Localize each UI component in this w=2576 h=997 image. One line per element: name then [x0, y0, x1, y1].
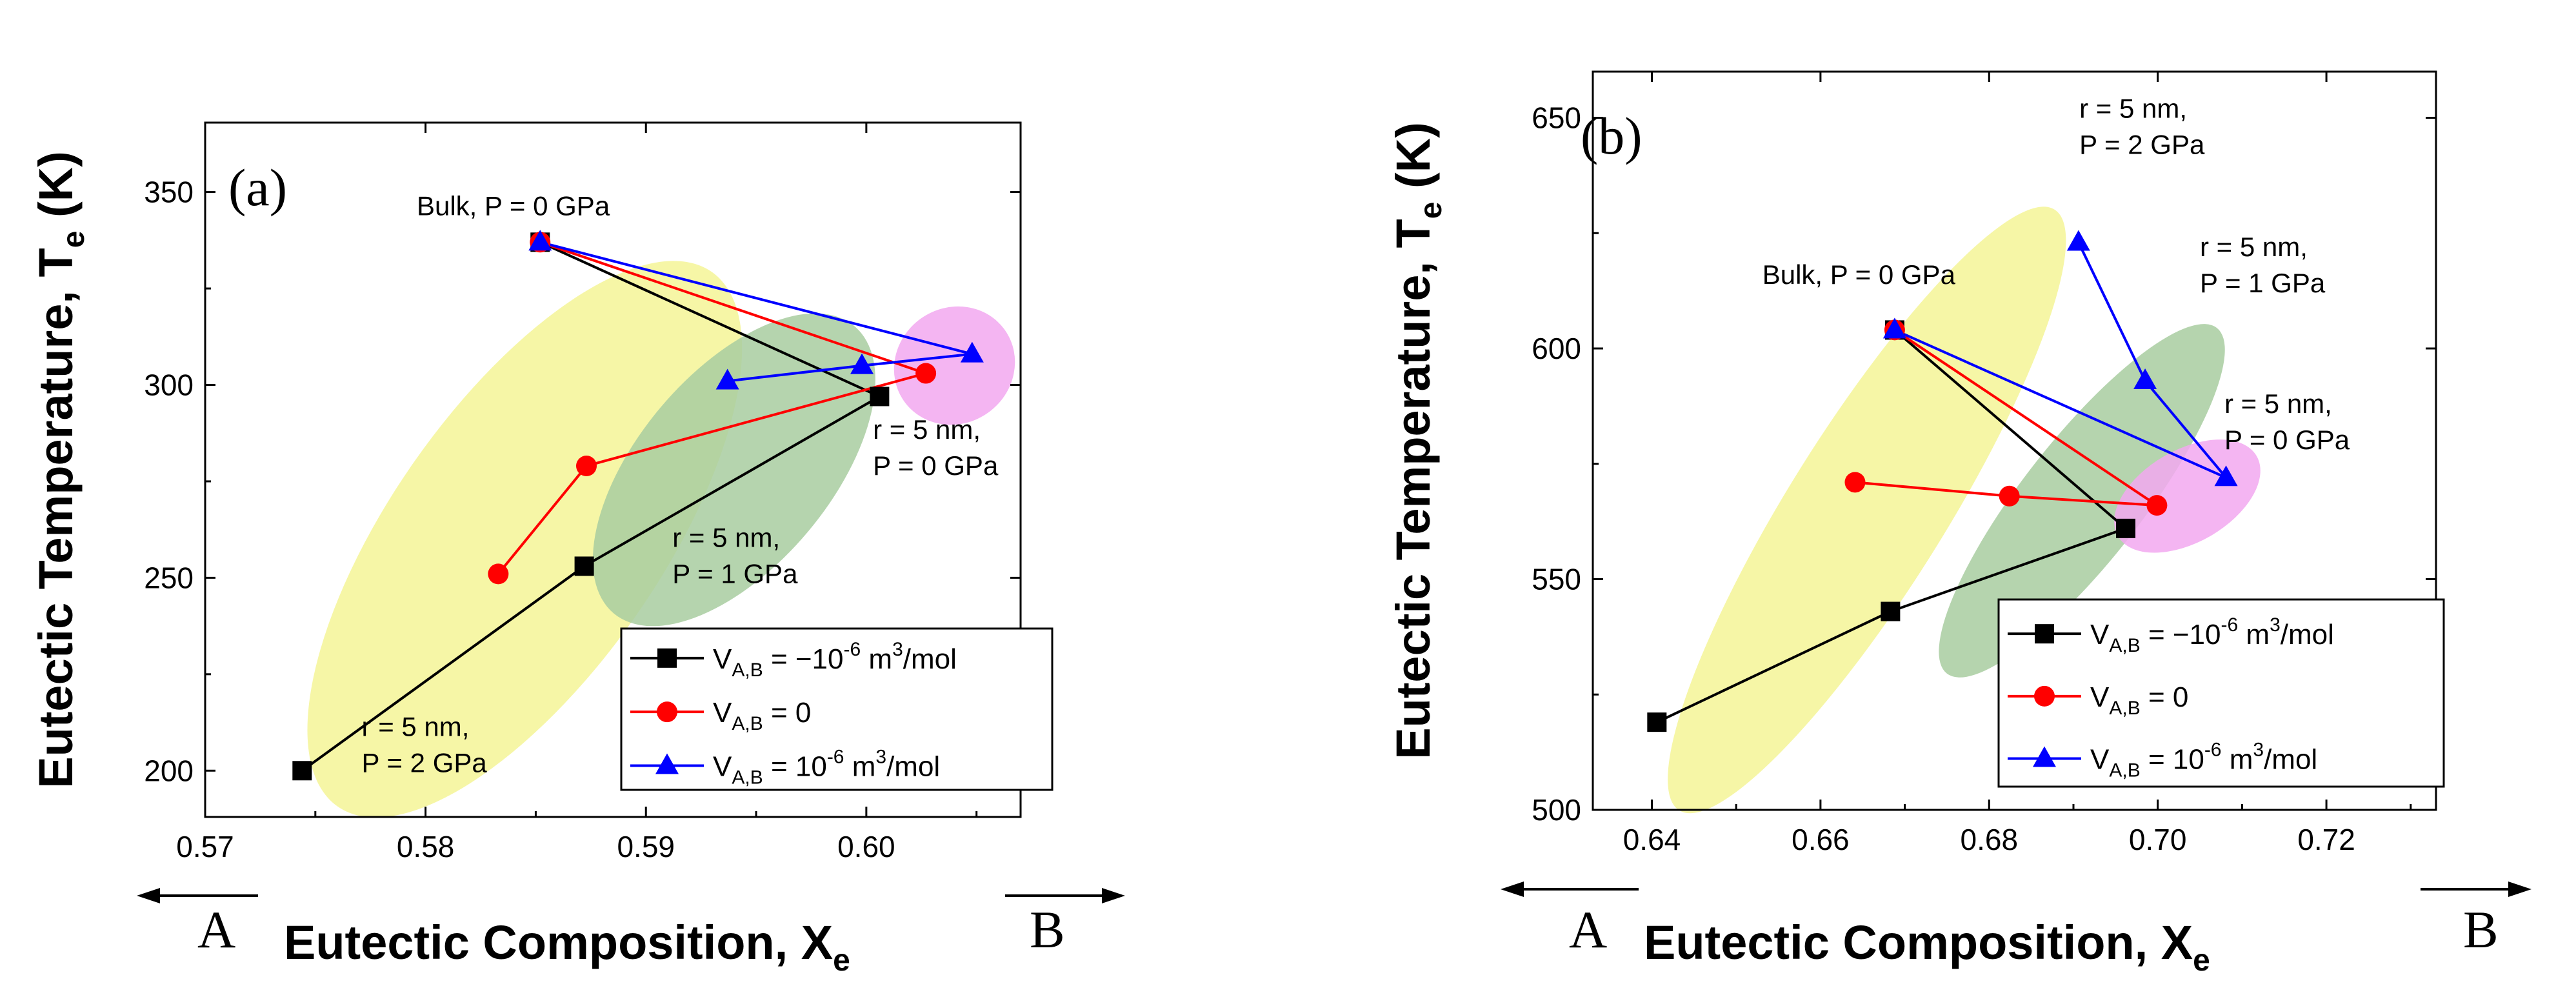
legend-box — [620, 627, 1053, 791]
legend: VA,B = −10-6 m3/mol VA,B = 0 VA,B = 10-6 m… — [620, 627, 1053, 791]
composition-b-label: B — [2463, 900, 2499, 959]
x-tick-label: 0.72 — [2297, 823, 2355, 856]
legend-marker-triangle — [2033, 746, 2056, 767]
annotation: r = 5 nm, P = 2 GPa — [362, 711, 488, 778]
shaded-region — [307, 261, 743, 818]
shaded-region — [894, 306, 1015, 425]
data-point-triangle — [2066, 230, 2090, 251]
series-line — [1855, 328, 2162, 507]
data-point-circle — [915, 363, 937, 384]
y-axis-label: Eutectic Temperature, Te (K) — [1386, 122, 1448, 760]
legend: VA,B = −10-6 m3/mol VA,B = 0 VA,B = 10-6 m… — [1997, 598, 2445, 788]
data-point-square — [574, 556, 594, 576]
data-point-square — [292, 761, 312, 781]
data-point-square — [870, 387, 890, 407]
legend-marker-square — [2035, 624, 2054, 644]
chart-panel-a: 0.57 0.58 0.59 0.60 200 250 300 350 Bulk, P = 0 … — [29, 121, 1125, 978]
y-tick-label: 300 — [144, 368, 194, 401]
data-point-square — [1647, 712, 1667, 732]
composition-b-label: B — [1030, 900, 1065, 959]
panel-label: (a) — [228, 158, 287, 217]
annotation: Bulk, P = 0 GPa — [1762, 259, 1956, 290]
shaded-region — [2114, 439, 2261, 553]
series-line — [1894, 241, 2228, 479]
annotation: r = 5 nm, P = 0 GPa — [2224, 388, 2350, 455]
data-point-triangle — [850, 353, 874, 374]
legend-entry-label: VA,B = −10-6 m3/mol — [713, 639, 957, 681]
plot-frame — [204, 121, 1022, 818]
y-tick-label: 550 — [1532, 563, 1581, 596]
x-tick-label: 0.57 — [176, 830, 234, 863]
legend-entry-label: VA,B = −10-6 m3/mol — [2090, 614, 2334, 656]
composition-a-label: A — [1569, 900, 1607, 959]
x-axis-label: Eutectic Composition, Xe — [284, 916, 850, 978]
data-point-triangle — [528, 230, 552, 251]
legend-entry-label: VA,B = 0 — [2090, 681, 2188, 719]
legend-box — [1997, 598, 2445, 788]
y-tick-label: 500 — [1532, 793, 1581, 827]
plot-frame — [1592, 70, 2437, 811]
data-point-circle — [488, 563, 509, 585]
data-point-triangle — [960, 341, 984, 363]
legend-entry-label: VA,B = 0 — [713, 697, 811, 734]
data-point-triangle — [2214, 465, 2238, 487]
annotation: r = 5 nm, P = 0 GPa — [873, 414, 999, 481]
legend-marker-circle — [657, 701, 677, 723]
series-line — [539, 241, 973, 383]
y-axis-label: Eutectic Temperature, Te (K) — [29, 151, 91, 789]
shaded-region — [1668, 206, 2066, 814]
series-line — [497, 241, 930, 575]
data-point-circle — [576, 456, 597, 477]
x-tick-label: 0.68 — [1961, 823, 2019, 856]
chart-panel-b: 0.64 0.66 0.68 0.70 0.72 500 550 600 650 Bulk, P … — [1386, 70, 2531, 978]
data-point-circle — [1999, 485, 2020, 507]
data-point-circle — [2146, 495, 2168, 516]
x-tick-label: 0.60 — [837, 830, 895, 863]
annotation: r = 5 nm, P = 1 GPa — [2200, 232, 2326, 298]
legend-marker-circle — [2034, 685, 2055, 707]
shaded-region — [592, 313, 875, 627]
data-point-triangle — [715, 368, 739, 390]
data-point-square — [2116, 518, 2136, 538]
data-point-triangle — [1882, 317, 1906, 339]
series-line — [301, 241, 883, 772]
x-tick-label: 0.58 — [397, 830, 455, 863]
annotation: Bulk, P = 0 GPa — [417, 190, 610, 221]
data-point-square — [1881, 601, 1901, 621]
y-tick-label: 200 — [144, 754, 194, 787]
arrow-left-head — [1501, 881, 1524, 897]
composition-a-label: A — [197, 900, 235, 959]
y-tick-label: 250 — [144, 561, 194, 594]
y-tick-label: 600 — [1532, 332, 1581, 365]
y-tick-label: 650 — [1532, 101, 1581, 135]
panel-label: (b) — [1581, 106, 1642, 165]
x-tick-label: 0.70 — [2129, 823, 2187, 856]
data-point-circle — [1844, 472, 1866, 493]
legend-entry-label: VA,B = 10-6 m3/mol — [2090, 740, 2317, 781]
y-tick-label: 350 — [144, 176, 194, 209]
x-tick-label: 0.64 — [1623, 823, 1681, 856]
arrow-right-head — [2508, 881, 2531, 897]
arrow-right-head — [1102, 888, 1125, 903]
x-axis-label: Eutectic Composition, Xe — [1644, 916, 2210, 978]
legend-marker-triangle — [655, 753, 679, 774]
series-line — [1656, 328, 2128, 723]
data-point-triangle — [2133, 368, 2157, 390]
x-tick-label: 0.59 — [617, 830, 675, 863]
arrow-left-head — [137, 888, 160, 903]
annotation: r = 5 nm, P = 1 GPa — [672, 523, 798, 589]
annotation: r = 5 nm, P = 2 GPa — [2079, 94, 2205, 160]
x-tick-label: 0.66 — [1792, 823, 1850, 856]
legend-entry-label: VA,B = 10-6 m3/mol — [713, 747, 940, 789]
legend-marker-square — [657, 648, 677, 668]
